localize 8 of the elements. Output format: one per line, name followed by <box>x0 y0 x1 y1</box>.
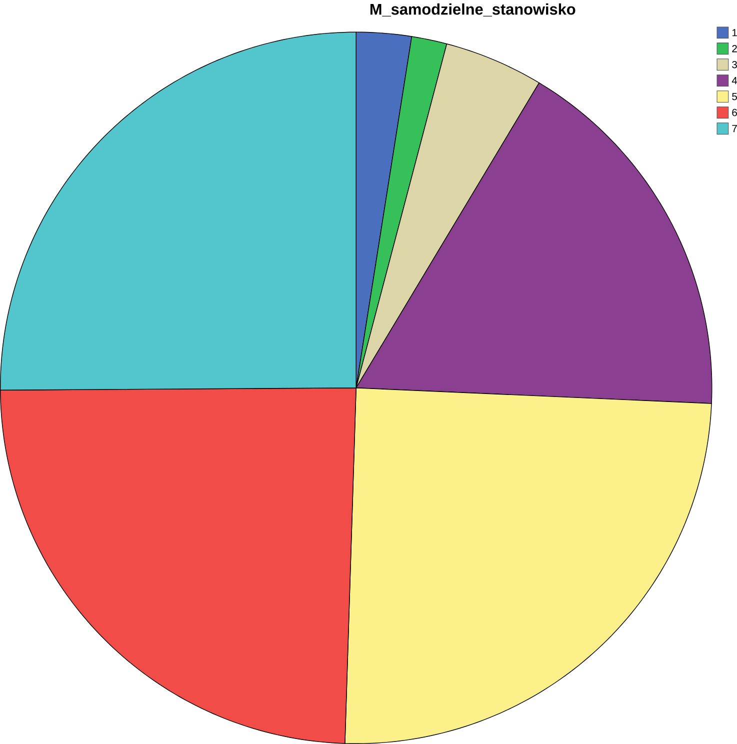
legend-label: 1 <box>732 29 737 36</box>
legend-label: 4 <box>732 77 737 84</box>
legend-label: 3 <box>732 60 737 68</box>
legend-label: 5 <box>732 92 737 100</box>
legend-label: 2 <box>732 45 737 52</box>
legend-label: 7 <box>732 124 737 132</box>
legend-label: 6 <box>732 108 737 116</box>
chart-title: M_samodzielne_stanowisko <box>370 3 576 16</box>
